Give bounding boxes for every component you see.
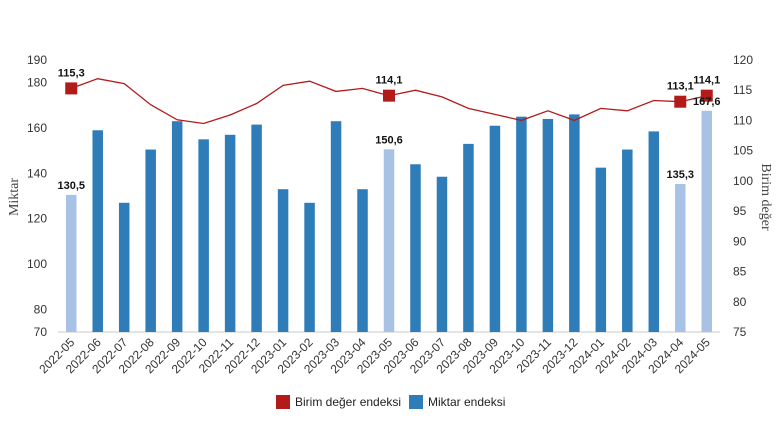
right-tick-label: 120 bbox=[733, 53, 753, 67]
bar bbox=[198, 139, 209, 332]
line-marker bbox=[383, 89, 395, 102]
left-tick-label: 190 bbox=[27, 53, 47, 67]
legend-line-swatch bbox=[276, 395, 290, 409]
left-tick-label: 160 bbox=[27, 121, 47, 135]
line-marker bbox=[674, 95, 687, 108]
bar bbox=[436, 176, 448, 332]
right-tick-label: 85 bbox=[733, 265, 747, 279]
bar bbox=[251, 124, 262, 332]
left-tick-label: 140 bbox=[27, 166, 47, 180]
line-data-label: 114,1 bbox=[693, 75, 720, 87]
bar bbox=[171, 121, 183, 332]
bar bbox=[92, 130, 103, 332]
bar-data-label: 167,6 bbox=[693, 96, 721, 108]
bar bbox=[516, 116, 527, 333]
bars bbox=[65, 110, 713, 333]
bar bbox=[542, 118, 554, 332]
left-tick-label: 100 bbox=[27, 257, 47, 271]
line-series bbox=[65, 78, 713, 125]
bar bbox=[357, 189, 368, 332]
bar bbox=[383, 149, 395, 332]
right-axis: 75 80 85 90 95 100 105 110 115 120 bbox=[733, 53, 753, 339]
bar-data-label: 150,6 bbox=[375, 134, 403, 146]
left-axis-title: Miktar bbox=[7, 178, 22, 216]
x-tick-labels: 2022-052022-062022-072022-082022-092022-… bbox=[36, 335, 713, 376]
right-tick-label: 90 bbox=[733, 234, 747, 248]
bar bbox=[595, 167, 607, 332]
legend-bar-swatch bbox=[409, 395, 423, 409]
line-marker bbox=[700, 89, 713, 102]
bar bbox=[65, 194, 77, 332]
bar bbox=[701, 110, 713, 332]
right-tick-label: 75 bbox=[733, 325, 747, 339]
bar bbox=[145, 149, 156, 332]
legend-bar-label: Miktar endeksi bbox=[428, 395, 505, 409]
bar bbox=[489, 125, 501, 332]
bar bbox=[224, 134, 236, 332]
right-tick-label: 115 bbox=[733, 83, 752, 97]
right-tick-label: 95 bbox=[733, 204, 747, 218]
bar bbox=[277, 189, 289, 332]
bar bbox=[304, 202, 315, 332]
right-tick-label: 80 bbox=[733, 295, 747, 309]
left-tick-label: 180 bbox=[27, 76, 47, 90]
line-data-label: 113,1 bbox=[667, 81, 694, 93]
line-data-label: 114,1 bbox=[376, 75, 403, 87]
bar bbox=[463, 143, 474, 332]
bar bbox=[622, 149, 633, 332]
left-axis: 70 80 100 120 140 160 180 190 bbox=[27, 53, 47, 339]
bar bbox=[410, 164, 421, 332]
line-marker bbox=[65, 82, 78, 95]
bar-data-label: 135,3 bbox=[667, 169, 695, 181]
right-axis-title: Birim değer bbox=[758, 163, 773, 231]
right-tick-label: 110 bbox=[733, 113, 752, 127]
bar bbox=[675, 183, 686, 332]
bar bbox=[569, 114, 580, 333]
right-tick-label: 105 bbox=[733, 144, 753, 158]
bar bbox=[330, 121, 342, 332]
right-tick-label: 100 bbox=[733, 174, 753, 188]
bar-data-label: 130,5 bbox=[57, 180, 85, 192]
left-tick-label: 120 bbox=[27, 212, 47, 226]
left-tick-label: 70 bbox=[34, 325, 48, 339]
bar bbox=[118, 202, 130, 332]
bar bbox=[648, 131, 660, 332]
legend-line-label: Birim değer endeksi bbox=[295, 395, 401, 409]
legend: Birim değer endeksi Miktar endeksi bbox=[276, 395, 505, 409]
line-data-label: 115,3 bbox=[58, 67, 85, 79]
left-tick-label: 80 bbox=[34, 302, 48, 316]
